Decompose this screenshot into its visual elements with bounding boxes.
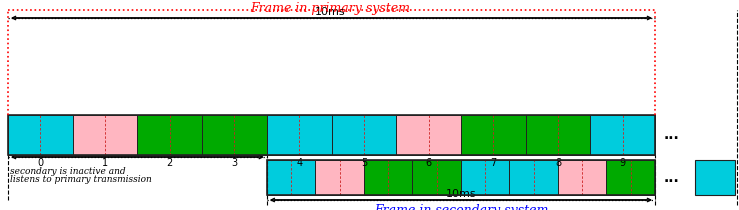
- Bar: [412, 160, 461, 195]
- Text: 10ms: 10ms: [315, 7, 345, 17]
- Bar: [137, 115, 202, 155]
- Bar: [8, 115, 655, 155]
- Text: ...: ...: [664, 171, 680, 185]
- Bar: [316, 160, 364, 195]
- Bar: [267, 115, 332, 155]
- Bar: [525, 115, 590, 155]
- Bar: [558, 160, 607, 195]
- Text: 9: 9: [619, 158, 626, 168]
- Text: 0: 0: [37, 158, 44, 168]
- Text: 5: 5: [361, 158, 367, 168]
- Bar: [590, 115, 655, 155]
- Text: ...: ...: [664, 128, 680, 142]
- Bar: [267, 160, 316, 195]
- Text: Frame in primary system: Frame in primary system: [250, 2, 410, 15]
- Text: 2: 2: [166, 158, 173, 168]
- Bar: [267, 160, 655, 195]
- Text: 3: 3: [231, 158, 237, 168]
- Text: 4: 4: [296, 158, 302, 168]
- Bar: [509, 160, 558, 195]
- Text: Frame in secondary system: Frame in secondary system: [374, 204, 548, 210]
- Bar: [364, 160, 412, 195]
- Bar: [332, 115, 396, 155]
- Bar: [607, 160, 655, 195]
- Text: 10ms: 10ms: [446, 189, 476, 199]
- Bar: [461, 115, 525, 155]
- Bar: [202, 115, 267, 155]
- Bar: [8, 115, 72, 155]
- Text: 1: 1: [102, 158, 108, 168]
- Text: 7: 7: [490, 158, 497, 168]
- Bar: [695, 160, 735, 195]
- Bar: [461, 160, 509, 195]
- Text: 6: 6: [426, 158, 432, 168]
- Text: 8: 8: [555, 158, 561, 168]
- Text: listens to primary transmission: listens to primary transmission: [10, 175, 151, 184]
- Bar: [72, 115, 137, 155]
- Text: secondary is inactive and: secondary is inactive and: [10, 167, 126, 176]
- Bar: [396, 115, 461, 155]
